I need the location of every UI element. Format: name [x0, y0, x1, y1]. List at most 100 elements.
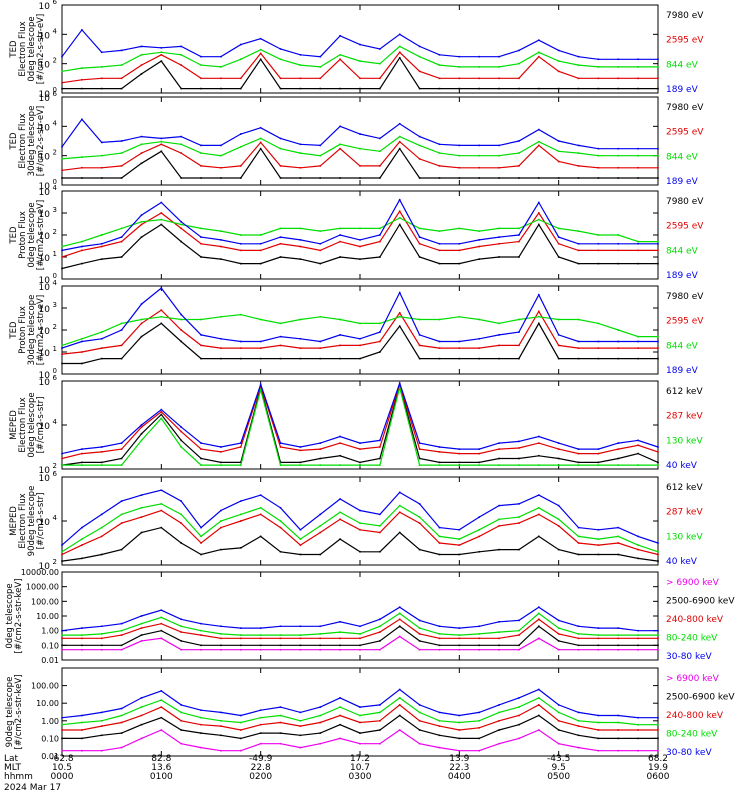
data-point — [637, 177, 639, 179]
legend-entry: 189 eV — [666, 271, 699, 281]
data-point — [100, 625, 103, 628]
data-point — [120, 448, 123, 450]
data-point — [81, 538, 83, 540]
data-point — [557, 525, 560, 527]
data-point — [200, 526, 202, 529]
data-point — [339, 511, 341, 514]
data-point — [339, 147, 341, 150]
y-axis-title-line: 0deg telescope — [27, 392, 37, 457]
data-point — [160, 408, 163, 411]
data-point — [339, 344, 341, 347]
data-point — [577, 746, 580, 749]
data-point — [240, 357, 242, 360]
data-point — [657, 177, 659, 179]
data-point — [597, 262, 600, 265]
data-point — [398, 140, 401, 143]
data-point — [538, 606, 540, 608]
data-point — [81, 557, 83, 560]
data-point — [538, 212, 540, 214]
data-point — [617, 634, 620, 636]
data-point — [279, 177, 282, 179]
data-point — [577, 242, 580, 245]
data-point — [220, 357, 222, 360]
y-axis-title-line: Electron Flux — [18, 493, 28, 548]
data-point — [240, 644, 242, 647]
data-point — [299, 625, 302, 628]
data-point — [220, 711, 222, 714]
data-point — [279, 732, 282, 734]
data-point — [200, 144, 202, 147]
data-point — [299, 177, 302, 179]
x-tick-hhmm: 0000 — [51, 772, 74, 782]
data-point — [160, 526, 163, 529]
data-point — [180, 45, 182, 48]
data-point — [657, 340, 659, 343]
data-point — [120, 64, 123, 66]
data-point — [557, 344, 560, 347]
data-point — [61, 249, 63, 252]
data-point — [240, 500, 242, 502]
data-point — [577, 625, 580, 628]
data-point — [657, 560, 659, 562]
data-point — [180, 329, 182, 331]
data-point — [339, 737, 341, 740]
data-point — [299, 357, 302, 360]
data-point — [597, 154, 600, 157]
data-point — [200, 709, 202, 712]
legend-entry: 40 keV — [666, 461, 698, 471]
data-point — [259, 388, 262, 391]
y-tick-label: 10 — [39, 254, 51, 264]
data-point — [617, 154, 620, 157]
data-point — [637, 444, 639, 447]
data-point — [140, 615, 143, 617]
data-point — [597, 58, 600, 61]
data-point — [478, 66, 480, 68]
data-point — [279, 644, 282, 647]
data-point — [220, 526, 222, 529]
y-tick-exponent: 0 — [53, 367, 57, 375]
data-point — [140, 223, 143, 226]
data-point — [617, 464, 620, 466]
data-point — [418, 242, 421, 245]
data-point — [418, 704, 421, 706]
data-point — [259, 48, 262, 51]
legend-entry: 7980 eV — [666, 103, 704, 113]
x-tick-hhmm: 0300 — [349, 772, 372, 782]
data-point — [319, 262, 322, 265]
data-point — [299, 449, 302, 452]
data-point — [438, 542, 441, 544]
data-point — [597, 77, 600, 80]
data-point — [120, 256, 123, 258]
data-point — [438, 464, 441, 466]
data-point — [240, 146, 242, 148]
data-point — [418, 720, 421, 722]
data-point — [557, 704, 560, 706]
data-point — [518, 256, 520, 258]
data-point — [220, 625, 222, 628]
data-point — [398, 33, 401, 36]
data-point — [220, 55, 222, 58]
data-point — [597, 461, 600, 464]
data-point — [81, 737, 83, 740]
data-point — [538, 535, 540, 538]
data-point — [379, 531, 381, 534]
x-tick-mlt: 10.5 — [52, 763, 72, 773]
data-point — [220, 177, 222, 179]
data-point — [81, 351, 83, 353]
data-point — [538, 201, 540, 204]
data-point — [180, 313, 182, 316]
data-point — [458, 729, 461, 731]
data-point — [478, 720, 480, 722]
data-point — [140, 432, 143, 435]
data-point — [438, 77, 441, 80]
data-point — [418, 144, 421, 147]
data-point — [160, 729, 163, 731]
data-point — [498, 644, 500, 647]
data-point — [81, 156, 83, 158]
data-point — [518, 165, 520, 167]
data-point — [438, 644, 441, 647]
y-tick-label: 1.00 — [41, 627, 59, 636]
data-point — [220, 166, 222, 169]
